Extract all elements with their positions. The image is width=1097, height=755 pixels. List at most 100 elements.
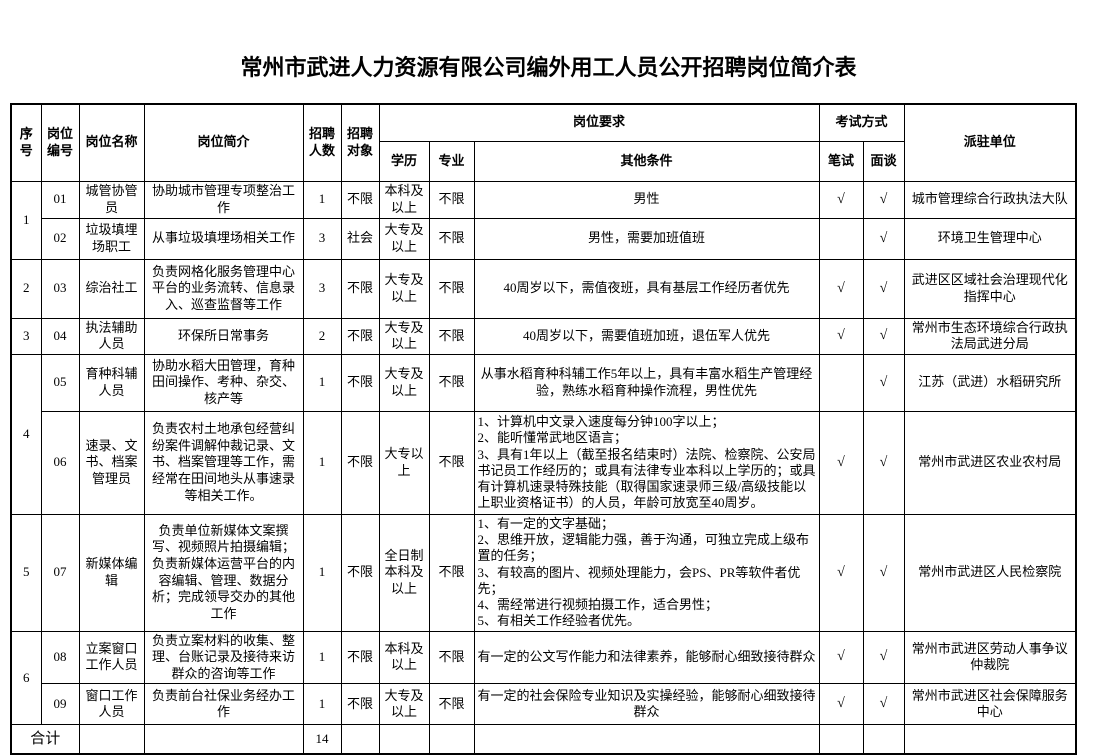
major-cell: 不限 [428,258,475,319]
target-cell: 社会 [340,217,380,260]
other-cell: 1、有一定的文字基础； 2、思维开放，逻辑能力强，善于沟通，可独立完成上级布置的… [473,513,820,632]
total-label-cell: 合计 [10,724,80,755]
target-cell: 不限 [340,630,380,685]
header-count: 招聘人数 [302,103,342,182]
empty-cell [903,724,1077,755]
major-cell: 不限 [428,180,475,219]
seq-cell: 2 [10,258,42,319]
major-cell: 不限 [428,317,475,355]
intro-cell: 协助城市管理专项整治工作 [143,180,304,219]
name-cell: 执法辅助人员 [78,317,145,355]
header-education: 学历 [378,140,430,182]
written-check-cell: √ [818,410,864,515]
table-row: 2 03 综治社工 负责网格化服务管理中心平台的业务流转、信息录入、巡查监督等工… [10,258,1077,319]
other-cell: 有一定的公文写作能力和法律素养，能够耐心细致接待群众 [473,630,820,685]
unit-cell: 常州市生态环境综合行政执法局武进分局 [903,317,1077,355]
count-cell: 3 [302,258,342,319]
unit-cell: 环境卫生管理中心 [903,217,1077,260]
education-cell: 全日制本科及以上 [378,513,430,632]
target-cell: 不限 [340,317,380,355]
other-cell: 40周岁以下，需值夜班，具有基层工作经历者优先 [473,258,820,319]
interview-check-cell: √ [862,513,905,632]
target-cell: 不限 [340,513,380,632]
education-cell: 大专及以上 [378,217,430,260]
seq-cell: 6 [10,630,42,726]
intro-cell: 从事垃圾填埋场相关工作 [143,217,304,260]
major-cell: 不限 [428,353,475,412]
code-cell: 06 [40,410,80,515]
header-name: 岗位名称 [78,103,145,182]
empty-cell [862,724,905,755]
name-cell: 综治社工 [78,258,145,319]
written-check-cell: √ [818,180,864,219]
major-cell: 不限 [428,217,475,260]
intro-cell: 环保所日常事务 [143,317,304,355]
written-check-cell: √ [818,630,864,685]
header-requirements: 岗位要求 [378,103,820,142]
name-cell: 城管协管员 [78,180,145,219]
count-cell: 1 [302,180,342,219]
header-written: 笔试 [818,140,864,182]
code-cell: 07 [40,513,80,632]
recruitment-table: 序号 岗位编号 岗位名称 岗位简介 招聘人数 招聘对象 岗位要求 考试方式 派驻… [10,103,1078,755]
seq-cell: 4 [10,353,42,515]
other-cell: 1、计算机中文录入速度每分钟100字以上； 2、能听懂常武地区语言； 3、具有1… [473,410,820,515]
count-cell: 2 [302,317,342,355]
empty-cell [818,724,864,755]
target-cell: 不限 [340,410,380,515]
education-cell: 本科及以上 [378,630,430,685]
written-check-cell [818,353,864,412]
interview-check-cell: √ [862,630,905,685]
count-cell: 3 [302,217,342,260]
major-cell: 不限 [428,630,475,685]
interview-check-cell: √ [862,258,905,319]
written-check-cell: √ [818,317,864,355]
code-cell: 09 [40,683,80,726]
written-check-cell [818,217,864,260]
target-cell: 不限 [340,258,380,319]
table-row: 1 01 城管协管员 协助城市管理专项整治工作 1 不限 本科及以上 不限 男性… [10,180,1077,260]
name-cell: 立案窗口工作人员 [78,630,145,685]
written-check-cell: √ [818,258,864,319]
unit-cell: 常州市武进区农业农村局 [903,410,1077,515]
intro-cell: 负责农村土地承包经营纠纷案件调解仲裁记录、文书、档案管理等工作，需经常在田间地头… [143,410,304,515]
count-cell: 1 [302,353,342,412]
code-cell: 08 [40,630,80,685]
header-unit: 派驻单位 [903,103,1077,182]
unit-cell: 常州市武进区社会保障服务中心 [903,683,1077,726]
header-exam: 考试方式 [818,103,905,142]
education-cell: 大专及以上 [378,258,430,319]
name-cell: 垃圾填埋场职工 [78,217,145,260]
table-row: 3 04 执法辅助人员 环保所日常事务 2 不限 大专及以上 不限 40周岁以下… [10,317,1077,355]
table-row: 06 速录、文书、档案管理员 负责农村土地承包经营纠纷案件调解仲裁记录、文书、档… [11,410,1077,515]
count-cell: 1 [302,630,342,685]
other-cell: 男性 [473,180,820,219]
unit-cell: 常州市武进区人民检察院 [903,513,1077,632]
header-other: 其他条件 [473,140,820,182]
other-cell: 男性，需要加班值班 [473,217,820,260]
code-cell: 02 [40,217,80,260]
intro-cell: 负责立案材料的收集、整理、台账记录及接待来访群众的咨询等工作 [143,630,304,685]
written-check-cell: √ [818,513,864,632]
header-major: 专业 [428,140,475,182]
count-cell: 1 [302,410,342,515]
header-code: 岗位编号 [40,103,80,182]
education-cell: 大专及以上 [378,353,430,412]
header-seq: 序号 [10,103,42,182]
major-cell: 不限 [428,683,475,726]
written-check-cell: √ [818,683,864,726]
interview-check-cell: √ [862,317,905,355]
other-cell: 从事水稻育种科辅工作5年以上，具有丰富水稻生产管理经验，熟练水稻育种操作流程，男… [473,353,820,412]
total-row: 合计 14 [10,724,1077,755]
other-cell: 有一定的社会保险专业知识及实操经验，能够耐心细致接待群众 [473,683,820,726]
code-cell: 01 [40,180,80,219]
name-cell: 育种科辅人员 [78,353,145,412]
target-cell: 不限 [340,180,380,219]
interview-check-cell: √ [862,353,905,412]
interview-check-cell: √ [862,180,905,219]
major-cell: 不限 [428,410,475,515]
interview-check-cell: √ [862,410,905,515]
unit-cell: 武进区区域社会治理现代化指挥中心 [903,258,1077,319]
intro-cell: 负责前台社保业务经办工作 [143,683,304,726]
page-title: 常州市武进人力资源有限公司编外用工人员公开招聘岗位简介表 [240,55,857,80]
